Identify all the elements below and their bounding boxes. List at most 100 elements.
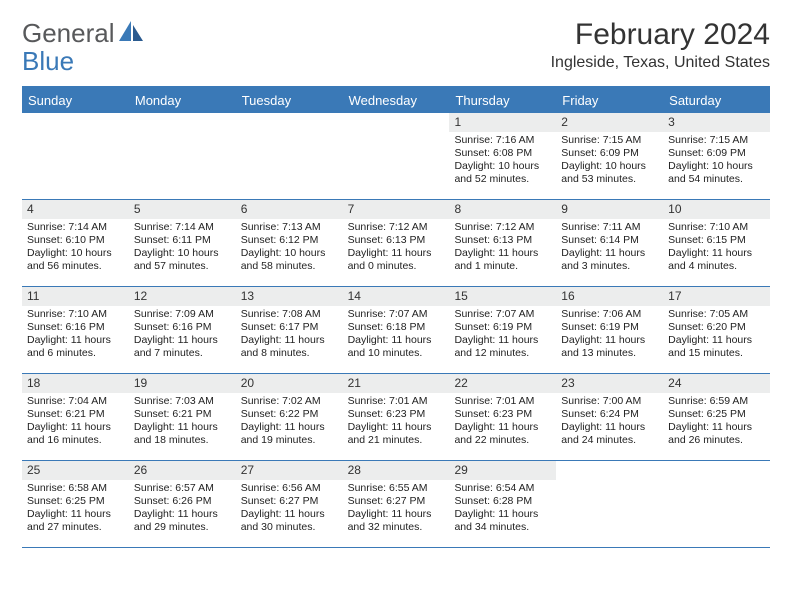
detail-line: and 7 minutes. <box>134 347 231 360</box>
day-details: Sunrise: 7:13 AMSunset: 6:12 PMDaylight:… <box>236 219 343 278</box>
detail-line: Sunset: 6:27 PM <box>348 495 445 508</box>
detail-line: Daylight: 11 hours <box>134 334 231 347</box>
header: General February 2024 Ingleside, Texas, … <box>22 18 770 72</box>
detail-line: and 0 minutes. <box>348 260 445 273</box>
day-number: 5 <box>129 200 236 219</box>
day-details: Sunrise: 7:03 AMSunset: 6:21 PMDaylight:… <box>129 393 236 452</box>
detail-line: Sunrise: 7:11 AM <box>561 221 658 234</box>
detail-line: Sunset: 6:20 PM <box>668 321 765 334</box>
day-details: Sunrise: 7:10 AMSunset: 6:15 PMDaylight:… <box>663 219 770 278</box>
day-number: 20 <box>236 374 343 393</box>
detail-line: Sunrise: 7:14 AM <box>134 221 231 234</box>
day-details: Sunrise: 7:16 AMSunset: 6:08 PMDaylight:… <box>449 132 556 191</box>
day-cell <box>22 113 129 199</box>
detail-line: Sunset: 6:28 PM <box>454 495 551 508</box>
day-number <box>663 461 770 480</box>
detail-line: Sunset: 6:23 PM <box>348 408 445 421</box>
detail-line: and 4 minutes. <box>668 260 765 273</box>
day-cell: 13Sunrise: 7:08 AMSunset: 6:17 PMDayligh… <box>236 287 343 373</box>
day-cell: 3Sunrise: 7:15 AMSunset: 6:09 PMDaylight… <box>663 113 770 199</box>
detail-line: Sunset: 6:16 PM <box>134 321 231 334</box>
day-cell: 19Sunrise: 7:03 AMSunset: 6:21 PMDayligh… <box>129 374 236 460</box>
detail-line: Sunset: 6:27 PM <box>241 495 338 508</box>
detail-line: Sunrise: 7:13 AM <box>241 221 338 234</box>
day-details: Sunrise: 7:08 AMSunset: 6:17 PMDaylight:… <box>236 306 343 365</box>
detail-line: Daylight: 11 hours <box>348 421 445 434</box>
detail-line: Daylight: 11 hours <box>134 508 231 521</box>
calendar-grid: SundayMondayTuesdayWednesdayThursdayFrid… <box>22 86 770 548</box>
day-cell: 12Sunrise: 7:09 AMSunset: 6:16 PMDayligh… <box>129 287 236 373</box>
detail-line: Daylight: 11 hours <box>348 508 445 521</box>
detail-line: Daylight: 11 hours <box>668 421 765 434</box>
day-number: 7 <box>343 200 450 219</box>
day-details: Sunrise: 7:12 AMSunset: 6:13 PMDaylight:… <box>343 219 450 278</box>
day-details: Sunrise: 6:55 AMSunset: 6:27 PMDaylight:… <box>343 480 450 539</box>
detail-line: and 24 minutes. <box>561 434 658 447</box>
day-number: 27 <box>236 461 343 480</box>
month-title: February 2024 <box>551 18 770 52</box>
week-row: 18Sunrise: 7:04 AMSunset: 6:21 PMDayligh… <box>22 374 770 461</box>
detail-line: Daylight: 11 hours <box>668 334 765 347</box>
detail-line: and 16 minutes. <box>27 434 124 447</box>
detail-line: Daylight: 11 hours <box>348 247 445 260</box>
detail-line: and 57 minutes. <box>134 260 231 273</box>
detail-line: and 26 minutes. <box>668 434 765 447</box>
detail-line: Sunset: 6:25 PM <box>27 495 124 508</box>
detail-line: Sunset: 6:13 PM <box>348 234 445 247</box>
detail-line: Sunset: 6:16 PM <box>27 321 124 334</box>
detail-line: Sunrise: 7:00 AM <box>561 395 658 408</box>
detail-line: Sunrise: 6:54 AM <box>454 482 551 495</box>
day-cell: 2Sunrise: 7:15 AMSunset: 6:09 PMDaylight… <box>556 113 663 199</box>
day-details: Sunrise: 7:09 AMSunset: 6:16 PMDaylight:… <box>129 306 236 365</box>
detail-line: Sunset: 6:17 PM <box>241 321 338 334</box>
day-header: Wednesday <box>343 88 450 113</box>
day-number <box>22 113 129 132</box>
detail-line: Daylight: 11 hours <box>454 508 551 521</box>
detail-line: Sunrise: 7:10 AM <box>27 308 124 321</box>
detail-line: Sunset: 6:09 PM <box>561 147 658 160</box>
detail-line: Sunrise: 7:07 AM <box>348 308 445 321</box>
detail-line: Daylight: 11 hours <box>241 508 338 521</box>
day-header: Friday <box>556 88 663 113</box>
detail-line: Sunset: 6:21 PM <box>27 408 124 421</box>
day-cell: 22Sunrise: 7:01 AMSunset: 6:23 PMDayligh… <box>449 374 556 460</box>
day-number: 24 <box>663 374 770 393</box>
day-details: Sunrise: 7:14 AMSunset: 6:11 PMDaylight:… <box>129 219 236 278</box>
detail-line: and 22 minutes. <box>454 434 551 447</box>
day-details: Sunrise: 7:06 AMSunset: 6:19 PMDaylight:… <box>556 306 663 365</box>
detail-line: and 18 minutes. <box>134 434 231 447</box>
day-number: 11 <box>22 287 129 306</box>
day-details: Sunrise: 6:56 AMSunset: 6:27 PMDaylight:… <box>236 480 343 539</box>
detail-line: Sunset: 6:24 PM <box>561 408 658 421</box>
logo-text-blue: Blue <box>22 46 74 77</box>
day-cell: 6Sunrise: 7:13 AMSunset: 6:12 PMDaylight… <box>236 200 343 286</box>
day-details: Sunrise: 6:57 AMSunset: 6:26 PMDaylight:… <box>129 480 236 539</box>
day-number: 9 <box>556 200 663 219</box>
detail-line: Sunset: 6:12 PM <box>241 234 338 247</box>
detail-line: Daylight: 10 hours <box>134 247 231 260</box>
day-number: 6 <box>236 200 343 219</box>
detail-line: and 1 minute. <box>454 260 551 273</box>
day-number: 18 <box>22 374 129 393</box>
detail-line: and 29 minutes. <box>134 521 231 534</box>
logo-text-general: General <box>22 18 115 49</box>
day-cell: 7Sunrise: 7:12 AMSunset: 6:13 PMDaylight… <box>343 200 450 286</box>
day-number <box>236 113 343 132</box>
calendar-page: General February 2024 Ingleside, Texas, … <box>0 0 792 566</box>
detail-line: Daylight: 11 hours <box>27 508 124 521</box>
day-header: Monday <box>129 88 236 113</box>
day-cell <box>556 461 663 547</box>
detail-line: Daylight: 11 hours <box>668 247 765 260</box>
week-row: 11Sunrise: 7:10 AMSunset: 6:16 PMDayligh… <box>22 287 770 374</box>
day-cell: 27Sunrise: 6:56 AMSunset: 6:27 PMDayligh… <box>236 461 343 547</box>
week-row: 25Sunrise: 6:58 AMSunset: 6:25 PMDayligh… <box>22 461 770 548</box>
detail-line: Sunrise: 7:12 AM <box>454 221 551 234</box>
detail-line: Sunset: 6:19 PM <box>561 321 658 334</box>
day-number: 19 <box>129 374 236 393</box>
detail-line: and 12 minutes. <box>454 347 551 360</box>
day-cell: 29Sunrise: 6:54 AMSunset: 6:28 PMDayligh… <box>449 461 556 547</box>
day-details: Sunrise: 7:01 AMSunset: 6:23 PMDaylight:… <box>449 393 556 452</box>
day-details: Sunrise: 7:12 AMSunset: 6:13 PMDaylight:… <box>449 219 556 278</box>
day-cell: 10Sunrise: 7:10 AMSunset: 6:15 PMDayligh… <box>663 200 770 286</box>
detail-line: and 19 minutes. <box>241 434 338 447</box>
